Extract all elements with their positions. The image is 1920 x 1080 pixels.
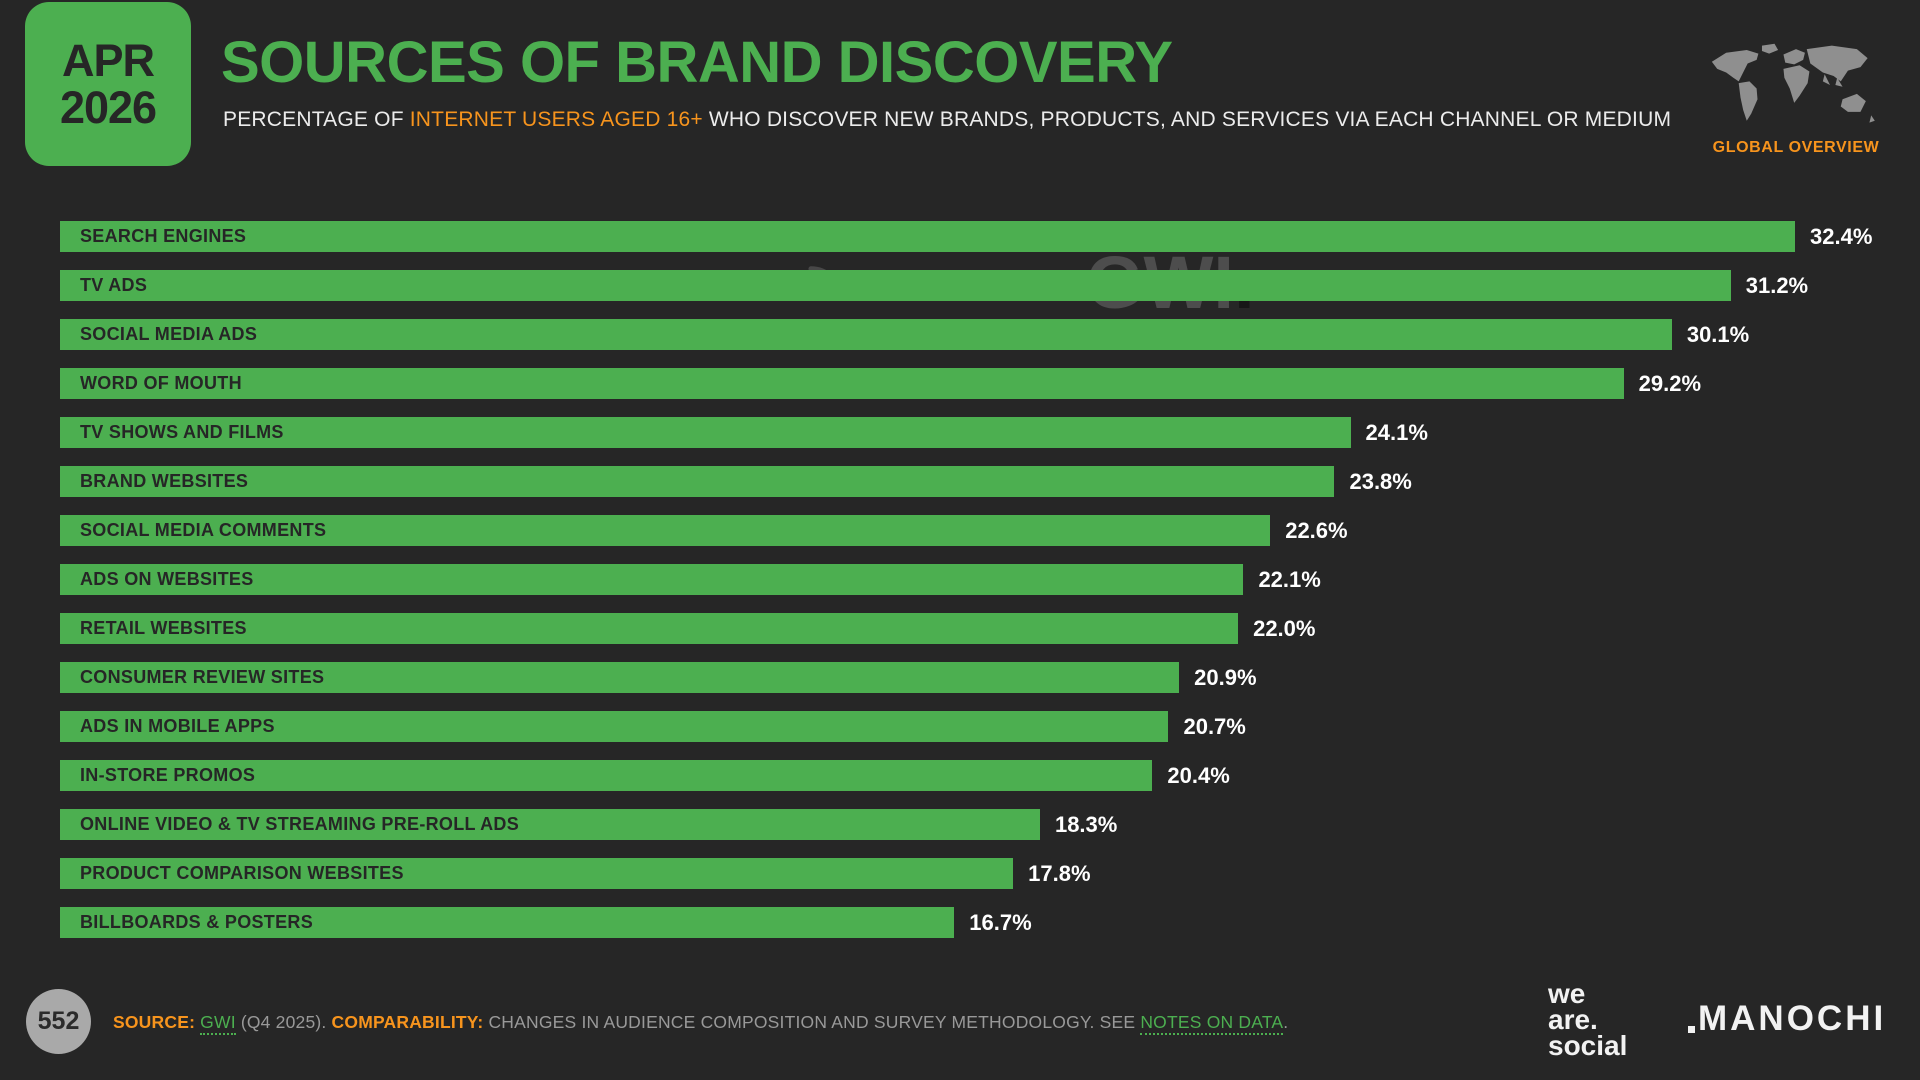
bar-label: RETAIL WEBSITES [80, 618, 247, 638]
date-year: 2026 [59, 82, 157, 133]
date-month: APR [61, 34, 155, 86]
bar: WORD OF MOUTH [60, 368, 1624, 399]
bar: SOCIAL MEDIA ADS [60, 319, 1672, 350]
date-badge: APR 2026 [25, 2, 191, 166]
bar: BRAND WEBSITES [60, 466, 1335, 497]
bar-label: TV SHOWS AND FILMS [80, 422, 284, 442]
bar-row: ONLINE VIDEO & TV STREAMING PRE-ROLL ADS… [60, 809, 1895, 840]
bar: TV ADS [60, 270, 1731, 301]
page-subtitle: PERCENTAGE OF INTERNET USERS AGED 16+ WH… [223, 108, 1671, 132]
source-link[interactable]: GWI [200, 1012, 236, 1035]
bar-label: IN-STORE PROMOS [80, 765, 256, 785]
page-title: SOURCES OF BRAND DISCOVERY [221, 30, 1173, 95]
was-line-1: we [1548, 978, 1586, 1009]
bar-label: CONSUMER REVIEW SITES [80, 667, 325, 687]
comparability-text: CHANGES IN AUDIENCE COMPOSITION AND SURV… [483, 1012, 1141, 1032]
bar-value: 31.2% [1745, 272, 1809, 298]
footer-period: . [1283, 1012, 1289, 1032]
bar-label: BILLBOARDS & POSTERS [80, 912, 314, 932]
bar: ADS ON WEBSITES [60, 564, 1244, 595]
bar-label: TV ADS [80, 275, 148, 295]
bar-value: 17.8% [1028, 860, 1091, 886]
bar-row: TV SHOWS AND FILMS 24.1% [60, 417, 1895, 448]
subtitle-suffix: WHO DISCOVER NEW BRANDS, PRODUCTS, AND S… [702, 108, 1672, 131]
bar-row: SOCIAL MEDIA ADS 30.1% [60, 319, 1895, 350]
bar: PRODUCT COMPARISON WEBSITES [60, 858, 1014, 889]
global-overview-label: GLOBAL OVERVIEW [1712, 139, 1880, 156]
bar-row: TV ADS 31.2% [60, 270, 1895, 301]
bar-row: BILLBOARDS & POSTERS 16.7% [60, 907, 1895, 938]
bar-row: PRODUCT COMPARISON WEBSITES 17.8% [60, 858, 1895, 889]
bar-row: ADS ON WEBSITES 22.1% [60, 564, 1895, 595]
bar: IN-STORE PROMOS [60, 760, 1153, 791]
bar-row: BRAND WEBSITES 23.8% [60, 466, 1895, 497]
source-label: SOURCE: [113, 1012, 196, 1032]
bar-label: SOCIAL MEDIA ADS [80, 324, 258, 344]
bar-value: 18.3% [1054, 811, 1118, 837]
manochi-logo-text: MANOCHI [1698, 999, 1887, 1038]
bar-chart: SEARCH ENGINES 32.4% TV ADS 31.2% SOCIAL… [60, 221, 1895, 956]
bar-row: RETAIL WEBSITES 22.0% [60, 613, 1895, 644]
bar-label: ONLINE VIDEO & TV STREAMING PRE-ROLL ADS [80, 814, 520, 834]
bar-row: SEARCH ENGINES 32.4% [60, 221, 1895, 252]
comparability-label: COMPARABILITY: [331, 1012, 484, 1032]
was-line-3: social [1548, 1029, 1628, 1061]
bar-value: 32.4% [1810, 223, 1873, 249]
bar-value: 23.8% [1349, 468, 1412, 494]
was-line-2: are. [1548, 1003, 1598, 1035]
bar-value: 22.6% [1285, 517, 1348, 543]
bar-row: SOCIAL MEDIA COMMENTS 22.6% [60, 515, 1895, 546]
bar-label: BRAND WEBSITES [80, 471, 249, 491]
bar-value: 29.2% [1638, 370, 1702, 396]
bar: ADS IN MOBILE APPS [60, 711, 1169, 742]
subtitle-highlight: INTERNET USERS AGED 16+ [409, 108, 703, 131]
bar-label: SOCIAL MEDIA COMMENTS [80, 520, 327, 540]
subtitle-prefix: PERCENTAGE OF [223, 108, 410, 131]
bar-label: SEARCH ENGINES [80, 226, 247, 246]
bar-value: 16.7% [969, 909, 1032, 935]
bar-value: 30.1% [1686, 321, 1750, 347]
bar-label: WORD OF MOUTH [80, 373, 242, 393]
bar-value: 20.9% [1194, 664, 1257, 690]
bar: ONLINE VIDEO & TV STREAMING PRE-ROLL ADS [60, 809, 1040, 840]
bar: RETAIL WEBSITES [60, 613, 1239, 644]
bar-value: 24.1% [1365, 419, 1428, 445]
manochi-logo: MANOCHI [1688, 1001, 1886, 1036]
bar-row: WORD OF MOUTH 29.2% [60, 368, 1895, 399]
bar-row: CONSUMER REVIEW SITES 20.9% [60, 662, 1895, 693]
manochi-logo-dot [1688, 1026, 1695, 1033]
bar-value: 20.7% [1183, 713, 1246, 739]
bar: BILLBOARDS & POSTERS [60, 907, 955, 938]
bar-label: ADS IN MOBILE APPS [80, 716, 275, 736]
bar-value: 22.0% [1253, 615, 1316, 641]
page-number: 552 [37, 1007, 80, 1035]
notes-on-data-link[interactable]: NOTES ON DATA [1140, 1012, 1284, 1035]
bar: SOCIAL MEDIA COMMENTS [60, 515, 1271, 546]
bar-row: ADS IN MOBILE APPS 20.7% [60, 711, 1895, 742]
bar-value: 22.1% [1258, 566, 1321, 592]
page-number-badge: 552 [26, 989, 91, 1054]
bar-row: IN-STORE PROMOS 20.4% [60, 760, 1895, 791]
source-rest: (Q4 2025). [235, 1012, 332, 1032]
we-are-social-logo: we are. social [1548, 978, 1628, 1061]
bar-value: 20.4% [1167, 762, 1230, 788]
bar-label: PRODUCT COMPARISON WEBSITES [80, 863, 404, 883]
bar: CONSUMER REVIEW SITES [60, 662, 1180, 693]
bar: TV SHOWS AND FILMS [60, 417, 1351, 448]
footer-note: SOURCE: GWI (Q4 2025). COMPARABILITY: CH… [113, 1012, 1289, 1035]
world-map-icon [1706, 42, 1886, 136]
bar: SEARCH ENGINES [60, 221, 1795, 252]
bar-label: ADS ON WEBSITES [80, 569, 254, 589]
